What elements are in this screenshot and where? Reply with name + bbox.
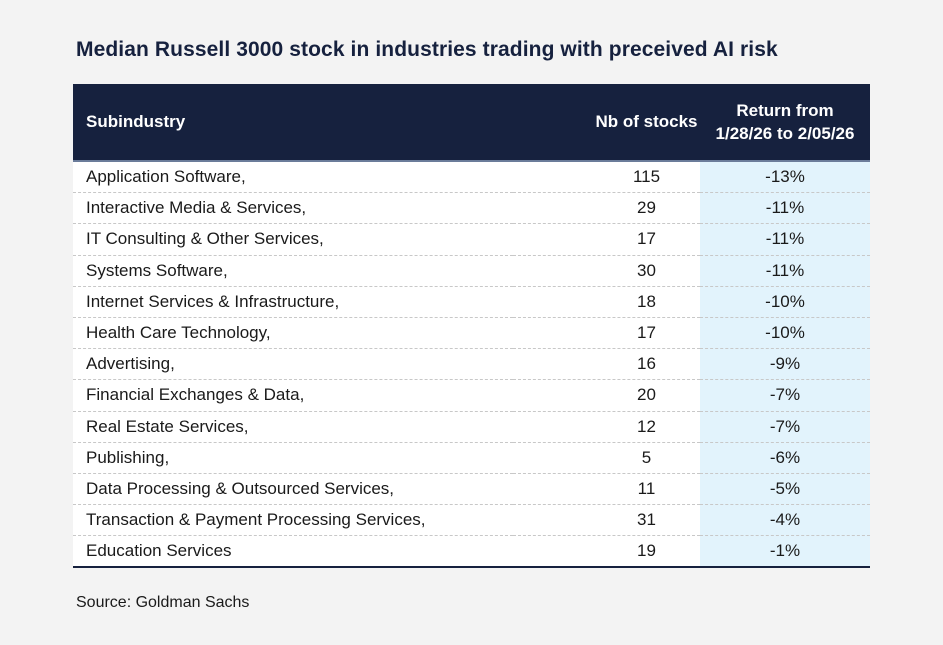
cell-subindustry: Transaction & Payment Processing Service… — [73, 504, 513, 537]
cell-return: -1% — [700, 535, 870, 569]
cell-subindustry: Financial Exchanges & Data, — [73, 379, 513, 412]
column-header-subindustry: Subindustry — [73, 84, 513, 162]
cell-nb-stocks: 20 — [513, 379, 700, 412]
cell-nb-stocks: 17 — [513, 317, 700, 350]
cell-return: -11% — [700, 255, 870, 287]
table-row: Publishing, 5 -6% — [73, 442, 870, 474]
column-header-return-line1: Return from — [736, 101, 834, 120]
header-row: Subindustry Nb of stocks Return from 1/2… — [73, 84, 870, 162]
cell-nb-stocks: 30 — [513, 255, 700, 287]
cell-return: -6% — [700, 442, 870, 474]
cell-return: -11% — [700, 223, 870, 256]
cell-return: -9% — [700, 348, 870, 381]
table-body: Application Software, 115 -13% Interactive … — [73, 161, 870, 569]
cell-nb-stocks: 16 — [513, 348, 700, 381]
cell-subindustry: Publishing, — [73, 442, 513, 474]
cell-subindustry: Data Processing & Outsourced Services, — [73, 473, 513, 506]
cell-nb-stocks: 12 — [513, 411, 700, 443]
table-row: Real Estate Services, 12 -7% — [73, 411, 870, 443]
cell-subindustry: Health Care Technology, — [73, 317, 513, 350]
table-row: Advertising, 16 -9% — [73, 348, 870, 381]
table-row: Transaction & Payment Processing Service… — [73, 504, 870, 537]
cell-subindustry: Advertising, — [73, 348, 513, 381]
data-table: Subindustry Nb of stocks Return from 1/2… — [73, 84, 870, 569]
cell-return: -11% — [700, 192, 870, 225]
cell-subindustry: Real Estate Services, — [73, 411, 513, 443]
column-header-nb-stocks: Nb of stocks — [513, 84, 700, 162]
cell-subindustry: Internet Services & Infrastructure, — [73, 286, 513, 318]
table-header: Subindustry Nb of stocks Return from 1/2… — [73, 84, 870, 162]
table-row: Financial Exchanges & Data, 20 -7% — [73, 379, 870, 412]
column-header-return-line2: 1/28/26 to 2/05/26 — [715, 124, 855, 143]
cell-nb-stocks: 31 — [513, 504, 700, 537]
cell-nb-stocks: 11 — [513, 473, 700, 506]
cell-subindustry: Systems Software, — [73, 255, 513, 287]
cell-nb-stocks: 29 — [513, 192, 700, 225]
chart-title: Median Russell 3000 stock in industries … — [76, 38, 778, 61]
source-note: Source: Goldman Sachs — [76, 594, 250, 611]
table-row: Health Care Technology, 17 -10% — [73, 317, 870, 350]
cell-subindustry: Interactive Media & Services, — [73, 192, 513, 225]
cell-subindustry: IT Consulting & Other Services, — [73, 223, 513, 256]
cell-return: -7% — [700, 379, 870, 412]
table-row: Application Software, 115 -13% — [73, 161, 870, 194]
table-row: Systems Software, 30 -11% — [73, 255, 870, 287]
cell-nb-stocks: 19 — [513, 535, 700, 569]
cell-return: -5% — [700, 473, 870, 506]
data-table-container: Subindustry Nb of stocks Return from 1/2… — [73, 84, 870, 569]
column-header-return: Return from 1/28/26 to 2/05/26 — [700, 84, 870, 162]
cell-subindustry: Application Software, — [73, 161, 513, 194]
table-row: Interactive Media & Services, 29 -11% — [73, 192, 870, 225]
cell-subindustry: Education Services — [73, 535, 513, 569]
table-row: IT Consulting & Other Services, 17 -11% — [73, 223, 870, 256]
cell-nb-stocks: 5 — [513, 442, 700, 474]
cell-nb-stocks: 17 — [513, 223, 700, 256]
cell-return: -13% — [700, 161, 870, 194]
table-row: Internet Services & Infrastructure, 18 -10… — [73, 286, 870, 318]
cell-return: -4% — [700, 504, 870, 537]
cell-return: -7% — [700, 411, 870, 443]
cell-return: -10% — [700, 286, 870, 318]
cell-nb-stocks: 18 — [513, 286, 700, 318]
table-row: Education Services 19 -1% — [73, 535, 870, 569]
cell-return: -10% — [700, 317, 870, 350]
table-row: Data Processing & Outsourced Services, 11… — [73, 473, 870, 506]
cell-nb-stocks: 115 — [513, 161, 700, 194]
